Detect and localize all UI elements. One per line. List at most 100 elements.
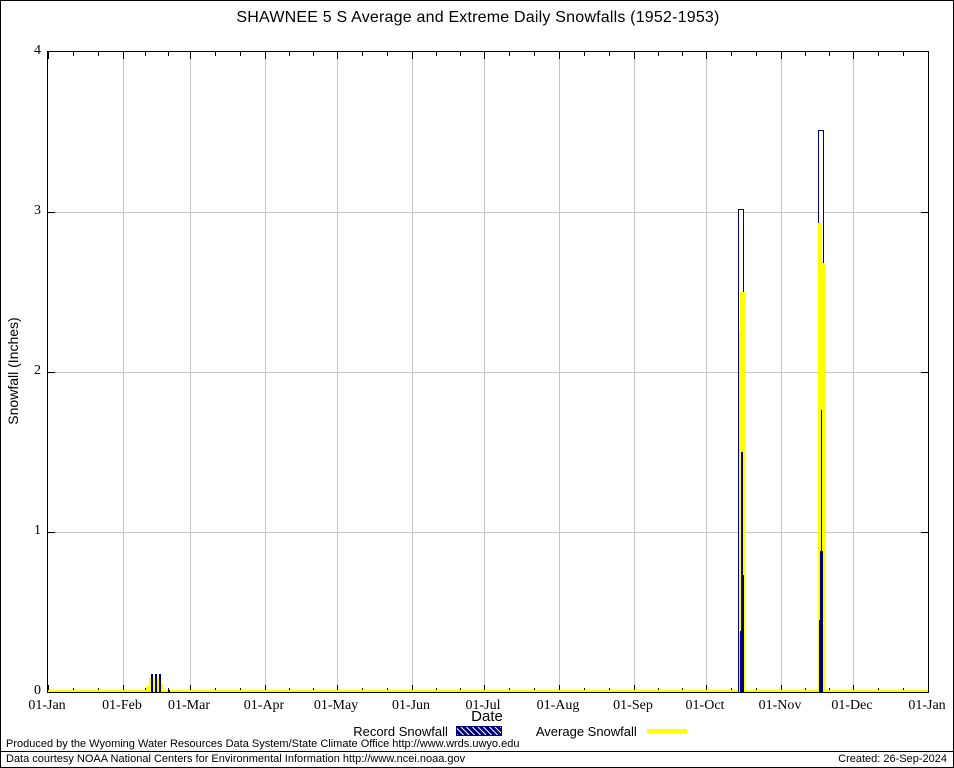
legend: Record Snowfall Average Snowfall [87, 723, 953, 739]
y-tick-right [921, 372, 928, 373]
footer-data-courtesy: Data courtesy NOAA National Centers for … [6, 753, 466, 765]
x-major-tick-top [337, 52, 338, 59]
x-minor-tick-top [73, 52, 74, 56]
x-minor-tick-bottom [731, 688, 732, 692]
x-minor-tick-bottom [682, 688, 683, 692]
x-minor-tick-top [609, 52, 610, 56]
chart-title: SHAWNEE 5 S Average and Extreme Daily Sn… [236, 9, 720, 26]
grid-line-month [853, 52, 854, 692]
record-snowfall-swatch-icon [455, 726, 502, 736]
x-minor-tick-top [903, 52, 904, 56]
x-major-tick-bottom [265, 685, 266, 692]
x-major-tick-bottom [559, 685, 560, 692]
x-tick-label: 01-Nov [758, 698, 802, 713]
x-minor-tick-top [168, 52, 169, 56]
grid-line-y3 [48, 212, 928, 213]
x-tick-label: 01-Dec [831, 698, 873, 713]
x-minor-tick-top [584, 52, 585, 56]
x-major-tick-bottom [190, 685, 191, 692]
average-snowfall-swatch-icon [646, 729, 687, 733]
x-minor-tick-top [387, 52, 388, 56]
x-minor-tick-bottom [460, 688, 461, 692]
x-minor-tick-bottom [240, 688, 241, 692]
grid-line-month [412, 52, 413, 692]
record-snowfall-bar [819, 620, 823, 692]
x-minor-tick-top [289, 52, 290, 56]
footer-divider [1, 751, 953, 752]
x-tick-label: 01-Jan [908, 698, 946, 713]
y-tick-right [921, 212, 928, 213]
x-tick-label: 01-Jan [28, 698, 66, 713]
x-minor-tick-bottom [436, 688, 437, 692]
y-tick-label: 3 [34, 203, 41, 218]
x-minor-tick-bottom [509, 688, 510, 692]
x-minor-tick-top [215, 52, 216, 56]
legend-average-label: Average Snowfall [535, 723, 637, 739]
average-snowfall-bar [817, 223, 823, 692]
x-minor-tick-top [509, 52, 510, 56]
x-minor-tick-top [731, 52, 732, 56]
x-tick-label: 01-Mar [168, 698, 210, 713]
x-major-tick-bottom [337, 685, 338, 692]
x-minor-tick-bottom [145, 688, 146, 692]
x-minor-tick-bottom [903, 688, 904, 692]
x-minor-tick-top [98, 52, 99, 56]
x-major-tick-top [48, 52, 49, 59]
x-major-tick-top [706, 52, 707, 59]
x-minor-tick-top [756, 52, 757, 56]
y-tick-label: 0 [34, 683, 41, 698]
x-major-tick-top [412, 52, 413, 59]
x-tick-label: 01-Apr [243, 698, 285, 713]
x-minor-tick-bottom [878, 688, 879, 692]
grid-line-month [559, 52, 560, 692]
x-tick-label: 01-Jul [465, 698, 501, 713]
x-major-tick-bottom [484, 685, 485, 692]
grid-line-month [337, 52, 338, 692]
x-tick-label: 01-May [313, 698, 359, 713]
x-major-tick-bottom [634, 685, 635, 692]
y-tick-left [48, 212, 55, 213]
x-minor-tick-top [534, 52, 535, 56]
average-snowfall-bar [145, 685, 149, 692]
record-snowfall-bar [159, 673, 162, 692]
x-minor-tick-top [240, 52, 241, 56]
x-tick-label: 01-Sep [613, 698, 653, 713]
footer-produced-by: Produced by the Wyoming Water Resources … [6, 738, 520, 750]
footer-created-date: Created: 26-Sep-2024 [838, 753, 947, 765]
x-minor-tick-bottom [387, 688, 388, 692]
average-snowfall-bar [149, 677, 160, 692]
x-major-tick-top [559, 52, 560, 59]
y-tick-left [48, 372, 55, 373]
x-tick-label: 01-Feb [102, 698, 142, 713]
x-minor-tick-bottom [805, 688, 806, 692]
x-minor-tick-bottom [289, 688, 290, 692]
x-minor-tick-top [658, 52, 659, 56]
record-snowfall-bar [739, 631, 744, 692]
x-minor-tick-bottom [658, 688, 659, 692]
x-major-tick-bottom [706, 685, 707, 692]
x-major-tick-bottom [412, 685, 413, 692]
x-major-tick-bottom [853, 685, 854, 692]
x-major-tick-bottom [781, 685, 782, 692]
x-major-tick-top [634, 52, 635, 59]
x-axis-title: Date [471, 708, 503, 725]
x-major-tick-top [190, 52, 191, 59]
grid-line-month [634, 52, 635, 692]
x-major-tick-bottom [123, 685, 124, 692]
x-minor-tick-top [878, 52, 879, 56]
legend-record-label: Record Snowfall [353, 723, 448, 739]
grid-line-y1 [48, 532, 928, 533]
record-snowfall-bar [150, 673, 153, 692]
x-minor-tick-bottom [73, 688, 74, 692]
grid-line-y2 [48, 372, 928, 373]
grid-line-month [190, 52, 191, 692]
x-minor-tick-bottom [609, 688, 610, 692]
x-minor-tick-top [460, 52, 461, 56]
x-minor-tick-bottom [215, 688, 216, 692]
x-minor-tick-top [145, 52, 146, 56]
y-tick-right [921, 532, 928, 533]
x-minor-tick-bottom [362, 688, 363, 692]
grid-line-month [706, 52, 707, 692]
x-minor-tick-bottom [534, 688, 535, 692]
